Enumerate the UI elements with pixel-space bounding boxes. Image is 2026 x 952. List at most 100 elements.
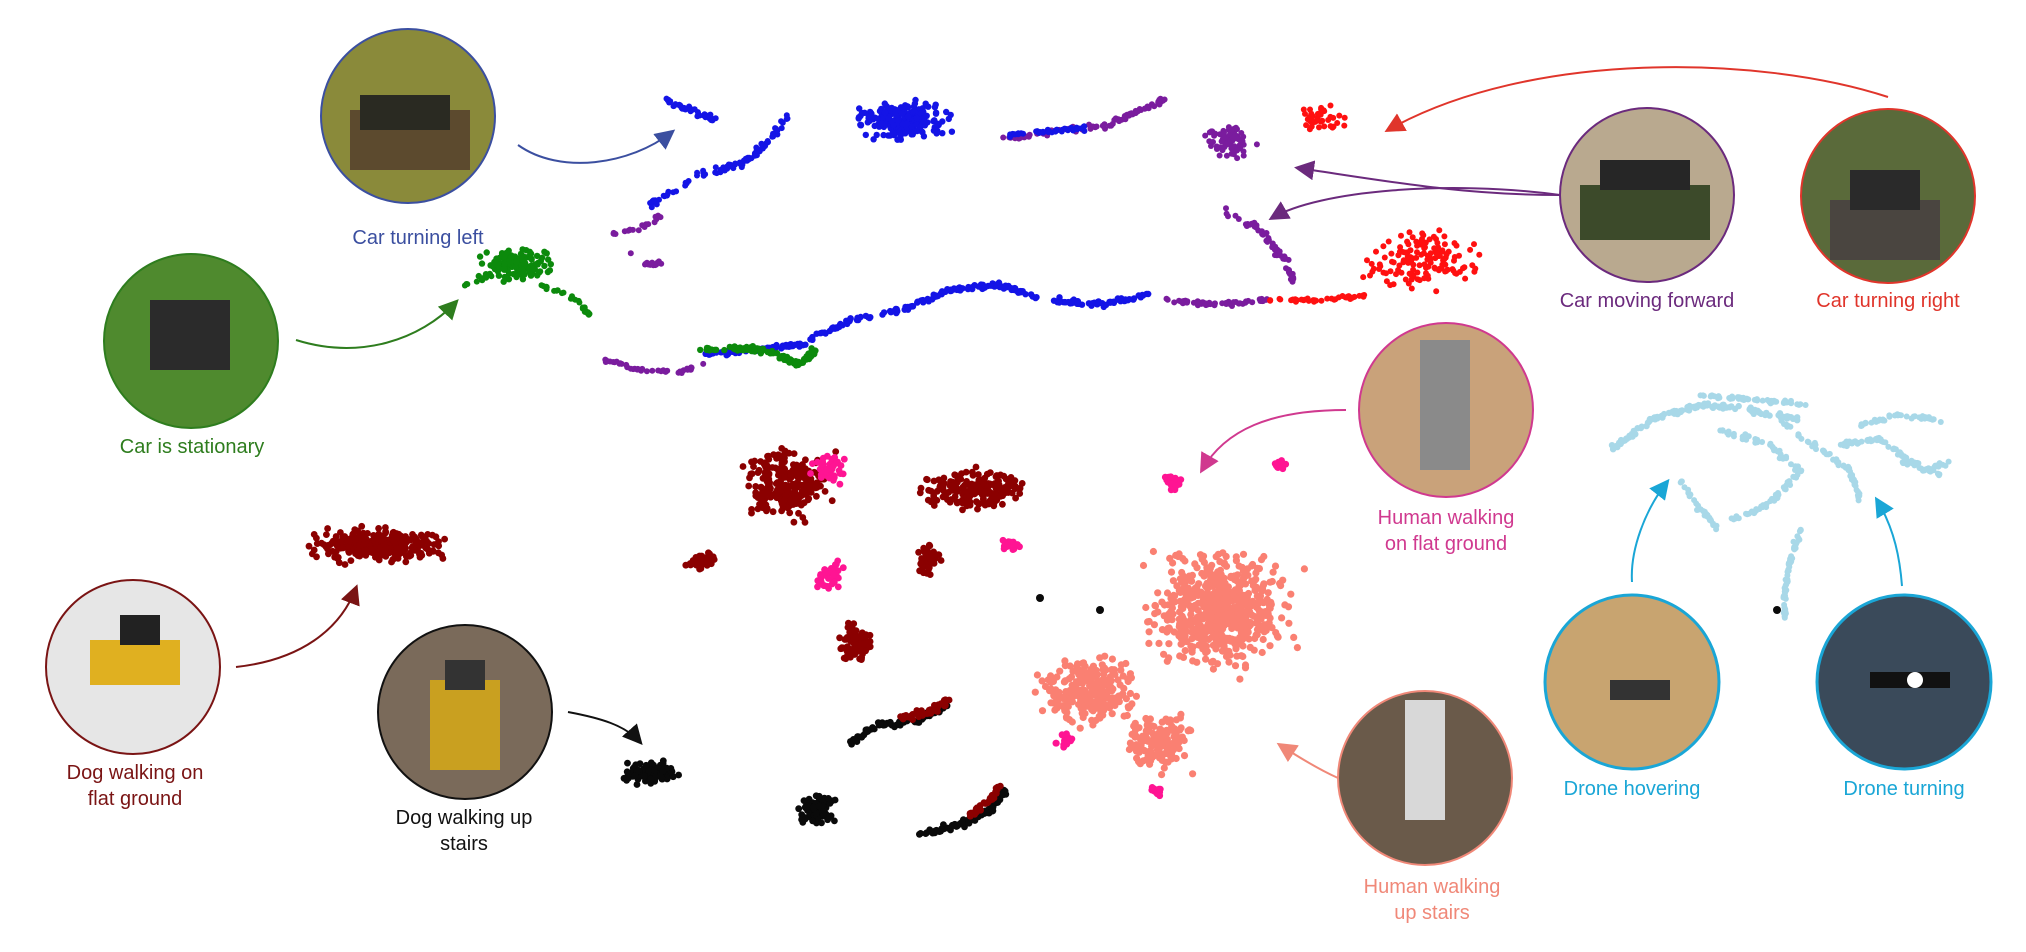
point-lightblue bbox=[1703, 511, 1710, 518]
point-green bbox=[751, 348, 758, 355]
point-black bbox=[675, 771, 682, 779]
point-maroon bbox=[394, 530, 402, 538]
point-black bbox=[927, 827, 934, 835]
point-salmon bbox=[1152, 741, 1161, 749]
point-salmon bbox=[1179, 653, 1188, 662]
point-maroon bbox=[909, 716, 916, 723]
point-maroon bbox=[375, 530, 383, 538]
point-lightblue bbox=[1787, 559, 1794, 566]
point-red bbox=[1416, 277, 1423, 284]
point-maroon bbox=[358, 522, 366, 530]
point-red bbox=[1303, 122, 1310, 129]
point-salmon bbox=[1160, 764, 1168, 772]
point-salmon bbox=[1195, 580, 1203, 588]
point-red bbox=[1409, 234, 1416, 241]
point-black bbox=[858, 733, 866, 740]
point-green bbox=[705, 345, 712, 352]
point-maroon bbox=[769, 508, 777, 516]
point-salmon bbox=[1167, 568, 1176, 576]
label-dog-walking-flat: Dog walking on flat ground bbox=[66, 762, 204, 810]
point-lightblue bbox=[1937, 419, 1944, 425]
point-lightblue bbox=[1784, 479, 1791, 486]
point-salmon bbox=[1232, 642, 1240, 650]
point-pink bbox=[826, 474, 833, 482]
point-maroon bbox=[795, 509, 802, 517]
point-maroon bbox=[792, 496, 799, 504]
point-maroon bbox=[417, 549, 425, 557]
point-salmon bbox=[1170, 628, 1178, 636]
point-maroon bbox=[845, 619, 852, 627]
point-green bbox=[579, 304, 586, 311]
point-green bbox=[510, 270, 517, 278]
point-blue bbox=[975, 283, 982, 290]
point-lightblue bbox=[1926, 468, 1933, 475]
point-maroon bbox=[689, 557, 697, 564]
point-lightblue bbox=[1725, 428, 1732, 435]
point-salmon bbox=[1181, 557, 1189, 565]
point-maroon bbox=[424, 531, 432, 538]
point-pink bbox=[1161, 473, 1169, 481]
point-salmon bbox=[1068, 718, 1076, 726]
point-maroon bbox=[783, 483, 790, 491]
point-black bbox=[831, 817, 838, 825]
point-red bbox=[1306, 126, 1313, 133]
point-salmon bbox=[1116, 681, 1124, 689]
point-maroon bbox=[840, 644, 848, 652]
point-salmon bbox=[1205, 594, 1213, 602]
point-red bbox=[1318, 104, 1325, 111]
point-lightblue bbox=[1921, 415, 1928, 422]
point-green bbox=[501, 265, 508, 272]
point-blue bbox=[880, 131, 887, 139]
point-maroon bbox=[339, 544, 346, 552]
point-red bbox=[1400, 257, 1407, 264]
point-lightblue bbox=[1934, 462, 1941, 469]
point-green bbox=[546, 267, 554, 274]
point-maroon bbox=[915, 548, 922, 556]
point-maroon bbox=[745, 482, 753, 490]
point-maroon bbox=[806, 486, 813, 493]
point-blue bbox=[708, 117, 715, 124]
point-salmon bbox=[1239, 550, 1248, 558]
point-maroon bbox=[748, 506, 755, 513]
point-purple bbox=[1141, 105, 1148, 112]
point-blue bbox=[653, 201, 660, 208]
point-lightblue bbox=[1720, 401, 1727, 408]
point-pink bbox=[817, 572, 824, 580]
point-green bbox=[811, 349, 818, 356]
photo-car-turning-left bbox=[320, 28, 496, 204]
point-pink bbox=[825, 575, 832, 582]
point-salmon bbox=[1237, 629, 1245, 637]
point-blue bbox=[650, 197, 657, 204]
point-maroon bbox=[813, 492, 820, 500]
point-blue bbox=[696, 112, 703, 119]
point-maroon bbox=[926, 542, 934, 550]
point-purple bbox=[1090, 123, 1097, 130]
arrow-car-forward-1 bbox=[1294, 160, 1561, 196]
label-dog-walking-stairs: Dog walking up stairs bbox=[395, 807, 533, 855]
point-red bbox=[1321, 123, 1328, 130]
point-lightblue bbox=[1784, 413, 1792, 421]
point-green bbox=[520, 269, 527, 277]
point-purple bbox=[1229, 303, 1235, 309]
point-salmon bbox=[1287, 590, 1295, 598]
point-blue bbox=[871, 122, 878, 130]
point-maroon bbox=[958, 499, 966, 507]
point-maroon bbox=[961, 487, 969, 494]
point-maroon bbox=[852, 634, 860, 642]
point-salmon bbox=[1164, 758, 1172, 766]
point-lightblue bbox=[1911, 462, 1918, 469]
point-red bbox=[1414, 269, 1421, 276]
point-maroon bbox=[779, 502, 787, 509]
arrow-drone-turn bbox=[1874, 496, 1903, 587]
point-lightblue bbox=[1743, 433, 1750, 440]
point-salmon bbox=[1176, 575, 1184, 583]
point-salmon bbox=[1162, 715, 1170, 723]
point-green bbox=[541, 262, 548, 270]
point-salmon bbox=[1154, 589, 1162, 597]
point-maroon bbox=[981, 501, 989, 509]
point-blue bbox=[783, 116, 790, 122]
point-purple bbox=[1240, 148, 1247, 155]
point-salmon bbox=[1059, 703, 1068, 711]
point-red bbox=[1349, 294, 1356, 301]
point-maroon bbox=[967, 486, 974, 493]
